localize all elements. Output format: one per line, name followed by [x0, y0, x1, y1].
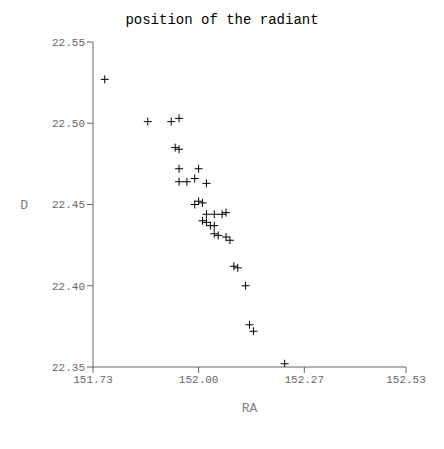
svg-text:22.45: 22.45 [52, 199, 85, 211]
svg-text:D: D [20, 198, 28, 213]
svg-text:22.35: 22.35 [52, 362, 85, 374]
svg-text:152.53: 152.53 [386, 374, 426, 386]
svg-text:152.00: 152.00 [179, 374, 219, 386]
svg-text:RA: RA [242, 401, 258, 416]
svg-text:151.73: 151.73 [73, 374, 113, 386]
svg-text:152.27: 152.27 [284, 374, 324, 386]
svg-text:22.50: 22.50 [52, 118, 85, 130]
svg-text:22.55: 22.55 [52, 37, 85, 49]
html-text:position of the radiant: position of the radiant [125, 12, 319, 28]
svg-text:22.40: 22.40 [52, 281, 85, 293]
